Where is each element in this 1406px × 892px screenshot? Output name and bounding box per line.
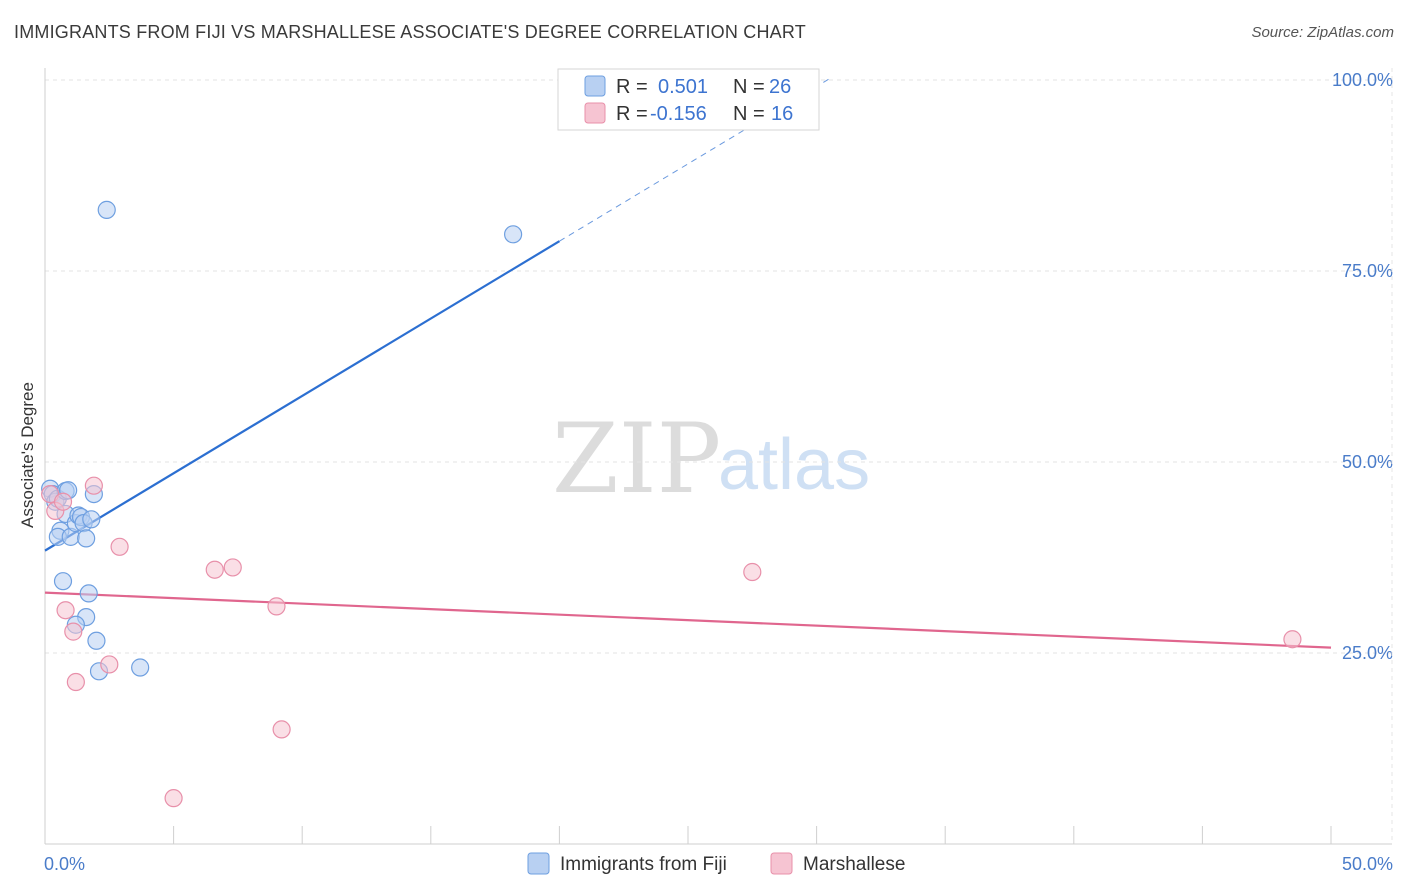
- point-fiji-21: [87, 631, 106, 650]
- trend-line-1: [44, 591, 1332, 649]
- x-tick-label-min: 0.0%: [44, 854, 85, 874]
- watermark-atlas: atlas: [718, 425, 870, 505]
- point-marshallese-2: [53, 492, 73, 511]
- legend-r-label-fiji: R =: [616, 76, 648, 98]
- point-fiji-14: [77, 529, 96, 548]
- point-marshallese-8: [100, 655, 119, 674]
- legend-n-value-marshallese: 16: [771, 103, 793, 125]
- point-marshallese-15: [1283, 630, 1302, 649]
- bottom-legend-label-marshallese: Marshallese: [803, 854, 905, 875]
- trend-line-0: [44, 240, 560, 552]
- point-marshallese-7: [66, 672, 85, 692]
- source-label: Source: ZipAtlas.com: [1251, 24, 1394, 41]
- gridlines: [45, 79, 1392, 654]
- point-marshallese-6: [64, 622, 83, 641]
- point-fiji-24: [97, 200, 116, 219]
- point-marshallese-9: [205, 560, 224, 579]
- legend-n-label-fiji: N =: [733, 76, 765, 98]
- point-fiji-17: [53, 572, 73, 591]
- y-axis-label: Associate's Degree: [18, 382, 37, 528]
- legend-swatch-fiji: [584, 75, 606, 97]
- point-marshallese-13: [164, 789, 183, 808]
- legend-r-label-marshallese: R =: [616, 103, 648, 125]
- trend-line-extension-0: [559, 78, 830, 242]
- watermark-zip: ZIP: [552, 403, 721, 515]
- legend-n-value-fiji: 26: [769, 76, 791, 98]
- point-marshallese-4: [110, 537, 129, 556]
- point-marshallese-14: [743, 562, 762, 582]
- point-fiji-23: [131, 658, 150, 677]
- data-points: [41, 200, 1302, 808]
- point-marshallese-3: [84, 476, 103, 495]
- chart-title: IMMIGRANTS FROM FIJI VS MARSHALLESE ASSO…: [14, 22, 806, 42]
- y-tick-label-25: 25.0%: [1342, 643, 1393, 663]
- point-fiji-25: [504, 225, 523, 244]
- x-tick-label-max: 50.0%: [1342, 854, 1393, 874]
- legend-n-label-marshallese: N =: [733, 103, 765, 125]
- axes: 25.0% 50.0% 75.0% 100.0% 0.0% 50.0%: [44, 68, 1393, 874]
- bottom-legend-label-fiji: Immigrants from Fiji: [560, 854, 727, 875]
- point-marshallese-5: [56, 601, 75, 620]
- legend-r-value-marshallese: -0.156: [650, 103, 707, 125]
- legend-r-value-fiji: 0.501: [658, 76, 708, 98]
- point-marshallese-11: [267, 597, 286, 616]
- trend-lines: [44, 78, 1332, 649]
- bottom-legend-swatch-fiji: [527, 852, 550, 875]
- point-marshallese-12: [272, 720, 291, 739]
- point-fiji-15: [82, 510, 101, 529]
- y-tick-label-100: 100.0%: [1332, 70, 1393, 90]
- series-legend: Immigrants from Fiji Marshallese: [527, 852, 905, 875]
- y-tick-label-75: 75.0%: [1342, 261, 1393, 281]
- stats-legend: R = 0.501 N = 26 R = -0.156 N = 16: [557, 68, 820, 131]
- legend-swatch-marshallese: [584, 102, 606, 124]
- bottom-legend-swatch-marshallese: [770, 852, 793, 875]
- point-fiji-18: [79, 584, 98, 603]
- y-tick-label-50: 50.0%: [1342, 452, 1393, 472]
- point-marshallese-10: [223, 558, 242, 577]
